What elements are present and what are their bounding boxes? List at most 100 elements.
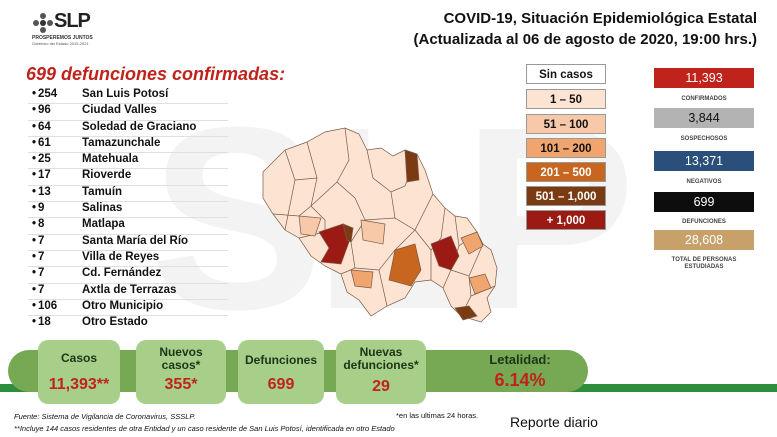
muni-count: 18 xyxy=(38,316,51,329)
list-item: • 7 Santa María del Río xyxy=(28,235,228,251)
state-choropleth-map xyxy=(262,127,498,323)
map-region-rioverde xyxy=(388,243,422,287)
card-cases-label: Casos xyxy=(60,351,98,365)
card-cases: Casos 11,393** xyxy=(38,340,120,404)
list-item: • 9 Salinas xyxy=(28,202,228,219)
muni-name: Salinas xyxy=(82,202,123,215)
card-deaths-value: 699 xyxy=(267,376,295,393)
legend-item: 501 – 1,000 xyxy=(526,186,606,206)
card-new-cases-label: Nuevos casos* xyxy=(159,345,203,372)
muni-name: Rioverde xyxy=(82,169,132,182)
legend-item: + 1,000 xyxy=(526,210,606,230)
lethality-label: Letalidad: xyxy=(489,352,551,367)
map-region-valles xyxy=(430,235,460,271)
muni-count: 17 xyxy=(38,169,51,182)
legend-item: 201 – 500 xyxy=(526,162,606,182)
list-item: • 7 Axtla de Terrazas xyxy=(28,284,228,300)
map-region xyxy=(390,191,434,231)
list-item: • 25 Matehuala xyxy=(28,153,228,170)
stat-studied-value: 28,608 xyxy=(654,230,754,250)
flower-icon xyxy=(33,13,53,33)
muni-count: 8 xyxy=(38,218,45,231)
muni-count: 7 xyxy=(38,250,45,263)
card-deaths-label: Defunciones xyxy=(244,353,317,367)
stat-negative-value: 13,371 xyxy=(654,151,754,171)
legend-item: 1 – 50 xyxy=(526,89,606,109)
muni-name: Axtla de Terrazas xyxy=(82,283,177,296)
list-item: • 64 Soledad de Graciano xyxy=(28,121,228,137)
muni-count: 7 xyxy=(38,283,45,296)
muni-count: 13 xyxy=(38,185,51,198)
card-new-deaths-label: Nuevas defunciones* xyxy=(343,345,419,372)
map-region-huasteca xyxy=(468,273,492,295)
card-new-deaths-value: 29 xyxy=(372,378,390,395)
page-title: COVID-19, Situación Epidemiológica Estat… xyxy=(443,10,757,27)
muni-count: 7 xyxy=(38,267,45,280)
card-deaths: Defunciones 699 xyxy=(238,340,324,404)
muni-count: 254 xyxy=(38,88,58,100)
legend-item: 101 – 200 xyxy=(526,138,606,158)
muni-count: 25 xyxy=(38,153,51,166)
map-region-soledad xyxy=(342,223,354,243)
muni-name: Santa María del Río xyxy=(82,234,189,247)
map-region xyxy=(310,181,338,207)
list-item: • 7 Cd. Fernández xyxy=(28,267,228,284)
stat-negative-label: NEGATIVOS xyxy=(686,179,722,185)
source-note: Fuente: Sistema de Vigilancia de Coronav… xyxy=(14,412,196,421)
map-region xyxy=(294,177,318,181)
list-item: • 106 Otro Municipio xyxy=(28,299,228,317)
map-region xyxy=(354,229,416,271)
map-region xyxy=(378,269,388,307)
stat-deaths-value: 699 xyxy=(654,192,754,212)
muni-name: Villa de Reyes xyxy=(82,250,160,263)
stat-deaths-label: DEFUNCIONES xyxy=(682,219,726,225)
muni-count: 96 xyxy=(38,104,51,117)
list-item: • 8 Matlapa xyxy=(28,218,228,235)
stat-confirmed-value: 11,393 xyxy=(654,68,754,88)
muni-count: 64 xyxy=(38,120,51,133)
map-region-villa-reyes xyxy=(350,269,374,289)
map-region xyxy=(306,141,326,221)
report-label: Reporte diario xyxy=(510,414,598,430)
muni-count: 61 xyxy=(38,136,51,149)
page-subtitle: (Actualizada al 06 de agosto de 2020, 19… xyxy=(413,31,757,48)
muni-name: Soledad de Graciano xyxy=(82,120,197,133)
muni-count: 9 xyxy=(38,202,45,215)
slp-logo: SLP PROSPEREMOS JUNTOS Gobierno del Esta… xyxy=(32,10,112,50)
card-new-cases-value: 355* xyxy=(164,376,198,393)
card-new-deaths: Nuevas defunciones* 29 xyxy=(336,340,426,404)
muni-name: Cd. Fernández xyxy=(82,267,162,280)
muni-count: 7 xyxy=(38,234,45,247)
muni-name: Otro Municipio xyxy=(82,299,164,312)
card-new-cases: Nuevos casos* 355* xyxy=(136,340,226,404)
list-item: • 254 San Luis Potosí xyxy=(28,88,228,105)
stat-suspected-value: 3,844 xyxy=(654,108,754,128)
list-item: • 13 Tamuín xyxy=(28,185,228,203)
muni-count: 106 xyxy=(38,299,58,312)
municipality-list: • 254 San Luis Potosí • 96 Ciudad Valles • 64… xyxy=(28,88,228,332)
logo-tagline: PROSPEREMOS JUNTOS xyxy=(32,35,93,41)
logo-subtitle: Gobierno del Estado 2015-2021 xyxy=(32,41,89,46)
card-cases-value: 11,393** xyxy=(48,376,110,393)
map-region-salinas xyxy=(298,215,322,237)
stat-suspected-label: SOSPECHOSOS xyxy=(680,136,728,142)
muni-name: Ciudad Valles xyxy=(82,104,157,117)
deaths-heading: 699 defunciones confirmadas: xyxy=(26,64,286,84)
list-item: • 17 Rioverde xyxy=(28,169,228,186)
list-item: • 96 Ciudad Valles xyxy=(28,104,228,121)
footnote: **Incluye 144 casos residentes de otra E… xyxy=(14,424,395,433)
logo-text: SLP xyxy=(54,10,91,32)
legend-item: Sin casos xyxy=(526,64,606,84)
footnote-24h: *en las ultimas 24 horas. xyxy=(396,411,479,420)
legend-item: 51 – 100 xyxy=(526,114,606,134)
muni-name: Tamuín xyxy=(82,185,123,198)
lethality-value: 6.14% xyxy=(494,370,546,390)
muni-name: Matehuala xyxy=(82,153,139,166)
stat-confirmed-label: CONFIRMADOS xyxy=(681,96,727,102)
stat-studied-label: TOTAL DE PERSONAS ESTUDIADAS xyxy=(671,257,737,270)
list-item: • 61 Tamazunchale xyxy=(28,136,228,154)
map-region-tamazunchale xyxy=(454,305,478,321)
muni-name: San Luis Potosí xyxy=(82,88,169,100)
muni-name: Otro Estado xyxy=(82,316,148,329)
muni-name: Tamazunchale xyxy=(82,136,161,149)
